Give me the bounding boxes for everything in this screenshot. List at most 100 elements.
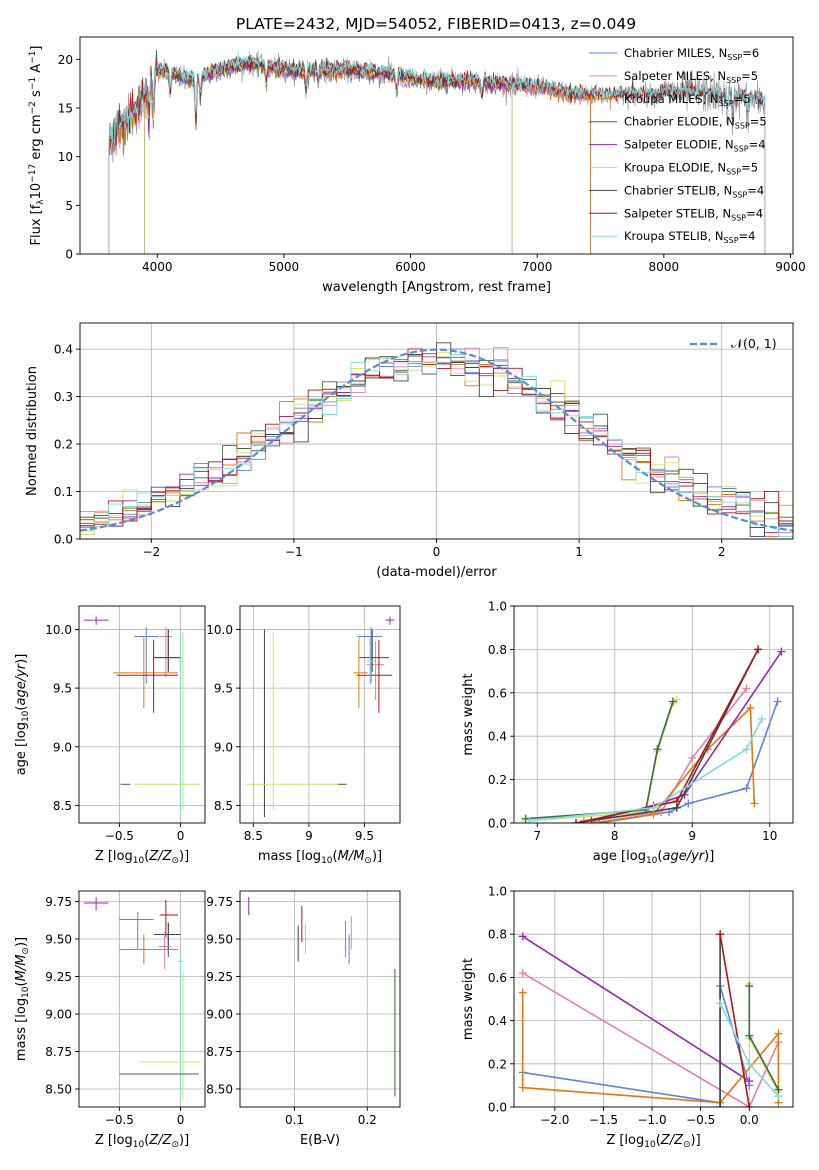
- x-axis-label-part: /: [157, 849, 164, 864]
- y-tick-label: 9.5: [214, 682, 233, 696]
- y-axis-label: mass weight: [461, 673, 476, 755]
- error-bar-point: [83, 897, 109, 911]
- legend-nssp-value: =5: [734, 92, 751, 106]
- error-bar-point: [159, 900, 179, 938]
- axes-frame: [239, 605, 401, 824]
- x-axis-label-part: ⊙: [683, 1140, 691, 1150]
- error-bar-point: [159, 627, 172, 678]
- model-spectrum-line: [108, 60, 591, 254]
- y-axis-label-part: −1: [28, 51, 38, 64]
- y-tick-label: 0: [65, 248, 73, 262]
- mass-weight-marker: [745, 1059, 754, 1068]
- y-tick-label: 0.8: [488, 643, 507, 657]
- x-tick-label: 9: [305, 829, 313, 843]
- age-vs-metallicity-panel: −0.5 08.59.09.510.0Z [log10(Z/Z⊙)]age [lo…: [14, 605, 206, 866]
- mass-weight-marker: [746, 703, 755, 712]
- plot-area: [83, 897, 201, 1100]
- y-axis-label-part: age: [14, 681, 29, 705]
- x-axis-label: (data-model)/error: [376, 565, 497, 580]
- mass-weight-marker: [518, 932, 527, 941]
- x-axis-label-part: /: [348, 849, 355, 864]
- plot-area: [108, 49, 766, 254]
- legend-nssp-label: , N: [708, 229, 724, 243]
- y-axis-label-part: 10: [21, 710, 31, 722]
- mass-weight-marker: [688, 753, 697, 762]
- legend-series-name: Chabrier MILES: [624, 46, 711, 60]
- plot-area: [521, 645, 786, 823]
- y-tick-label: 0.3: [54, 390, 73, 404]
- error-bar-point: [356, 640, 393, 713]
- y-axis-label: Flux [fλ10−17 erg cm−2 s−1 A−1]: [28, 46, 46, 246]
- x-axis-label: Z [log10(Z/Z⊙)]: [95, 849, 189, 866]
- y-axis-label-part: −1: [28, 77, 38, 90]
- x-axis-label-part: (: [144, 849, 149, 864]
- x-tick-label: 0.1: [285, 1113, 304, 1127]
- y-tick-label: 20: [58, 53, 73, 67]
- y-tick-label: 0.4: [54, 343, 73, 357]
- y-axis-label-part: λ: [36, 199, 46, 205]
- y-tick-label: 9.00: [45, 1008, 72, 1022]
- y-axis-label-part: (: [14, 981, 29, 986]
- y-tick-label: 9.50: [45, 933, 72, 947]
- x-tick-label: 7000: [522, 260, 553, 274]
- mass-weight-line: [591, 706, 756, 823]
- mass-weight-marker: [518, 969, 527, 978]
- x-tick-label: 0: [177, 1113, 185, 1127]
- y-tick-label: 0.2: [54, 438, 73, 452]
- y-tick-label: 9.0: [53, 740, 72, 754]
- error-bar-point: [119, 934, 179, 965]
- y-axis-label-part: /: [14, 964, 29, 971]
- y-axis-label-part: mass [log: [14, 998, 29, 1061]
- y-tick-label: 9.50: [206, 933, 233, 947]
- y-axis-label-part: A: [29, 64, 44, 77]
- error-bar-point: [140, 972, 201, 1100]
- x-axis-label: Z [log10(Z/Z⊙)]: [606, 1133, 700, 1150]
- legend-label: Chabrier STELIB, NSSP=4: [624, 183, 764, 199]
- mass-weight-marker: [774, 1085, 783, 1094]
- x-axis-label-part: )]: [372, 849, 382, 864]
- y-tick-label: 8.5: [214, 799, 233, 813]
- y-tick-label: 9.75: [45, 895, 72, 909]
- legend-series-name: Chabrier STELIB: [624, 183, 716, 197]
- residual-histogram-step: [80, 354, 793, 538]
- y-tick-label: 0.4: [488, 1014, 507, 1028]
- x-tick-label: 5000: [269, 260, 300, 274]
- mass-weight-marker: [649, 803, 658, 812]
- mass-vs-metallicity-panel: −0.5 08.508.759.009.259.509.75Z [log10(Z/…: [14, 890, 206, 1150]
- legend-nssp-label: , N: [715, 206, 731, 220]
- x-axis-label-part: 10: [644, 1140, 656, 1150]
- legend-nssp-label: , N: [718, 138, 734, 152]
- y-tick-label: 10.0: [45, 623, 72, 637]
- x-axis-label-part: Z: [148, 849, 159, 864]
- legend-nssp-value: =4: [747, 183, 764, 197]
- y-axis-label: mass weight: [461, 958, 476, 1040]
- x-axis-label-part: ⊙: [364, 856, 372, 866]
- mass-weight-marker: [653, 745, 662, 754]
- x-axis-label-part: )]: [691, 1133, 701, 1148]
- x-axis-label-part: (: [656, 1133, 661, 1148]
- x-axis-label-part: M: [338, 849, 349, 864]
- legend-nssp-subscript: SSP: [726, 76, 741, 85]
- mass-weight-marker: [773, 697, 782, 706]
- y-tick-label: 1.0: [488, 885, 507, 899]
- legend-nssp-subscript: SSP: [735, 122, 750, 131]
- x-axis-label-part: Z [log: [95, 849, 133, 864]
- y-tick-label: 8.75: [206, 1045, 233, 1059]
- x-axis-label-part: ⊙: [171, 1140, 179, 1150]
- legend-nssp-value: =4: [746, 206, 763, 220]
- mass-vs-extinction-panel: 0.1 0.2 8.50 8.75 9.00 9.25 9.50 9.75 E(B-V): [206, 890, 401, 1148]
- y-axis-label-part: M: [14, 970, 29, 981]
- mass-weight-marker: [745, 1103, 754, 1107]
- y-tick-label: 9.0: [214, 740, 233, 754]
- legend-nssp-subscript: SSP: [734, 145, 749, 154]
- y-tick-label: 9.5: [53, 682, 72, 696]
- y-tick-label: 10: [58, 150, 73, 164]
- legend-label: Chabrier MILES, NSSP=6: [624, 46, 759, 62]
- x-axis-label-part: (: [657, 849, 662, 864]
- mass-weight-line: [719, 934, 751, 1107]
- mass-weight-marker: [716, 999, 725, 1008]
- y-tick-label: 0.4: [488, 730, 507, 744]
- y-tick-label: 9.25: [206, 970, 233, 984]
- mass-weight-marker: [754, 645, 763, 654]
- axes-frame: [513, 890, 794, 1108]
